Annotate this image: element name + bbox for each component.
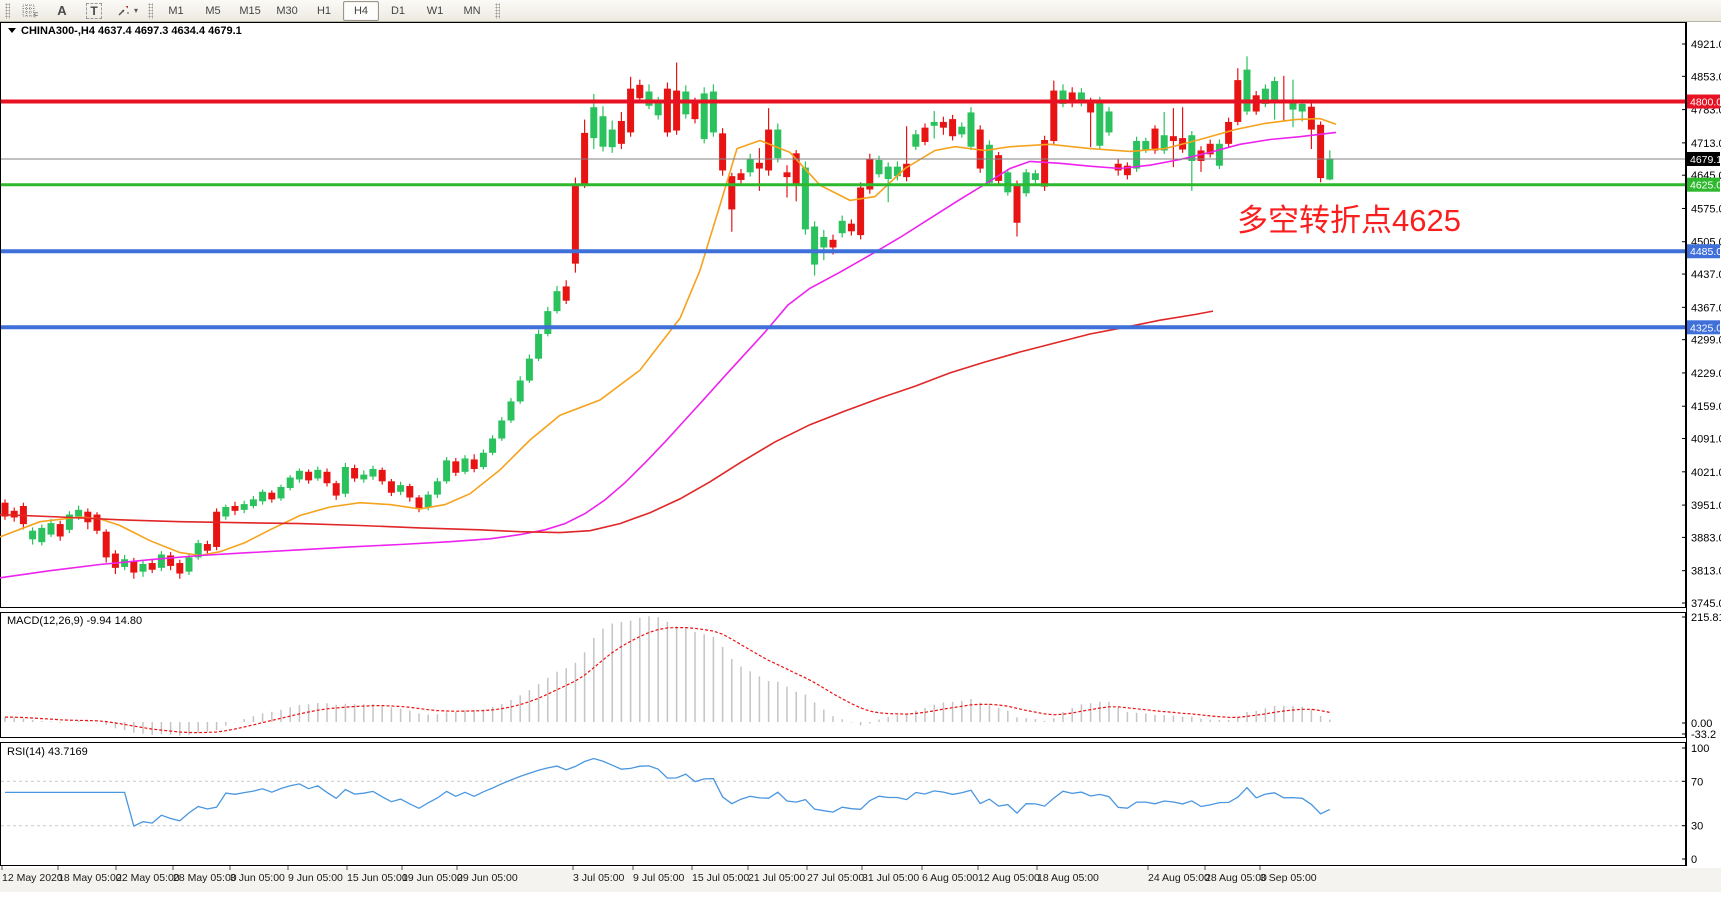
timeframe-buttons: M1 M5 M15 M30 H1 H4 D1 W1 MN <box>158 0 490 21</box>
time-tick-label: 21 Jul 05:00 <box>748 872 805 884</box>
price-badge <box>1687 320 1720 335</box>
time-tick-label: 27 Jul 05:00 <box>807 872 864 884</box>
ma-mid-magenta <box>0 131 1337 579</box>
price-badge <box>1687 94 1720 109</box>
price-tick-label: 4921.0 <box>1691 39 1721 51</box>
price-tick-label: 3813.0 <box>1691 566 1721 578</box>
time-axis-strip <box>0 868 1721 892</box>
toolbar-grip-3[interactable] <box>495 2 501 19</box>
macd-axis-label: 215.81 <box>1691 612 1721 624</box>
time-tick-label: 6 Aug 05:00 <box>922 872 978 884</box>
macd-axis-label: 0.00 <box>1691 718 1712 730</box>
price-tick-label: 4021.0 <box>1691 467 1721 479</box>
rsi-panel[interactable] <box>0 742 1686 866</box>
time-tick-label: 29 Jun 05:00 <box>457 872 518 884</box>
svg-text:4800.0: 4800.0 <box>1690 97 1721 109</box>
timeframe-m30[interactable]: M30 <box>276 4 298 17</box>
time-tick-label: 22 May 05:00 <box>116 872 180 884</box>
timeframe-w1[interactable]: W1 <box>426 4 444 17</box>
text-a-tool-button[interactable]: A <box>47 1 77 21</box>
price-tick-label: 4299.0 <box>1691 335 1721 347</box>
price-tick-label: 4091.0 <box>1691 434 1721 446</box>
price-badge <box>1687 177 1720 192</box>
price-tick-label: 4437.0 <box>1691 269 1721 281</box>
time-tick-label: 18 May 05:00 <box>58 872 122 884</box>
grid-f-tool-button[interactable]: F <box>15 1 45 21</box>
arrows-tool-button[interactable]: ▾ <box>111 1 143 21</box>
price-tick-label: 4229.0 <box>1691 368 1721 380</box>
price-tick-label: 3951.0 <box>1691 500 1721 512</box>
grid-f-icon: F <box>22 4 38 18</box>
timeframe-d1[interactable]: D1 <box>390 4 406 17</box>
price-badge <box>1687 244 1720 259</box>
toolbar: F A T ▾ M1 M5 M15 M30 H1 H4 D1 W1 MN <box>0 0 1721 22</box>
price-badge <box>1687 151 1720 166</box>
time-tick-label: 3 Jul 05:00 <box>573 872 625 884</box>
text-box-tool-button[interactable]: T <box>79 1 109 21</box>
toolbar-grip[interactable] <box>5 2 10 19</box>
timeframe-h1[interactable]: H1 <box>316 4 332 17</box>
main-panel[interactable] <box>0 22 1686 608</box>
time-tick-label: 15 Jun 05:00 <box>347 872 408 884</box>
time-tick-label: 9 Jun 05:00 <box>288 872 343 884</box>
text-a-icon: A <box>57 3 67 18</box>
price-tick-label: 3883.0 <box>1691 532 1721 544</box>
rsi-axis-label: 0 <box>1691 854 1697 866</box>
symbol-dropdown-icon[interactable] <box>8 28 16 33</box>
rsi-label: RSI(14) 43.7169 <box>7 746 88 758</box>
price-tick-label: 4159.0 <box>1691 401 1721 413</box>
arrows-icon <box>118 5 129 16</box>
time-tick-label: 3 Sep 05:00 <box>1260 872 1317 884</box>
ma-slow-red <box>0 310 1214 534</box>
price-tick-label: 3745.0 <box>1691 598 1721 610</box>
time-tick-label: 31 Jul 05:00 <box>862 872 919 884</box>
time-tick-label: 12 Aug 05:00 <box>978 872 1040 884</box>
time-tick-label: 15 Jul 05:00 <box>692 872 749 884</box>
svg-text:4679.1: 4679.1 <box>1690 154 1721 166</box>
svg-text:4485.0: 4485.0 <box>1690 246 1721 258</box>
macd-label: MACD(12,26,9) -9.94 14.80 <box>7 615 142 627</box>
svg-text:4625.0: 4625.0 <box>1690 180 1721 192</box>
svg-text:4325.0: 4325.0 <box>1690 322 1721 334</box>
timeframe-m1[interactable]: M1 <box>168 4 184 17</box>
price-tick-label: 4367.0 <box>1691 302 1721 314</box>
timeframe-h4[interactable]: H4 <box>343 0 380 21</box>
time-tick-label: 19 Jun 05:00 <box>402 872 463 884</box>
rsi-axis-label: 70 <box>1691 776 1703 788</box>
timeframe-mn[interactable]: MN <box>463 4 481 17</box>
timeframe-m15[interactable]: M15 <box>239 4 261 17</box>
rsi-axis-label: 100 <box>1691 743 1709 755</box>
macd-histogram <box>4 616 1331 736</box>
ma-fast-orange <box>0 117 1337 557</box>
time-tick-label: 12 May 2020 <box>2 872 63 884</box>
macd-signal-line <box>4 627 1330 734</box>
toolbar-grip-2[interactable] <box>148 2 154 19</box>
price-annotation[interactable]: 多空转折点4625 <box>1237 203 1461 238</box>
dropdown-caret-icon: ▾ <box>134 6 139 15</box>
time-tick-label: 28 May 05:00 <box>173 872 237 884</box>
rsi-axis-label: 30 <box>1691 821 1703 833</box>
rsi-line <box>5 757 1331 828</box>
time-tick-label: 3 Jun 05:00 <box>230 872 285 884</box>
price-tick-label: 4713.0 <box>1691 138 1721 150</box>
svg-text:F: F <box>34 12 38 18</box>
time-tick-label: 9 Jul 05:00 <box>633 872 685 884</box>
macd-axis-label: -33.2 <box>1691 729 1716 741</box>
price-tick-label: 4575.0 <box>1691 203 1721 215</box>
time-tick-label: 18 Aug 05:00 <box>1037 872 1099 884</box>
price-tick-label: 4853.0 <box>1691 71 1721 83</box>
text-box-icon: T <box>86 2 102 19</box>
time-tick-label: 24 Aug 05:00 <box>1148 872 1210 884</box>
chart-title: CHINA300-,H4 4637.4 4697.3 4634.4 4679.1 <box>21 25 242 37</box>
timeframe-m5[interactable]: M5 <box>205 4 221 17</box>
time-tick-label: 28 Aug 05:00 <box>1205 872 1267 884</box>
candlestick-series <box>1 56 1334 579</box>
